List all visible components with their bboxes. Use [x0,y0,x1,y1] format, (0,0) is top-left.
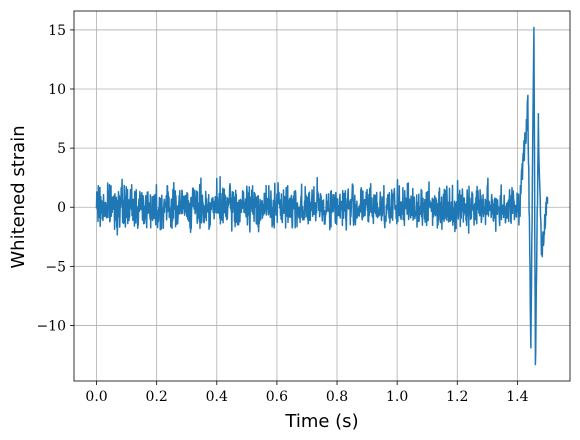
y-tick-label: 10 [48,82,66,98]
y-tick-label: 5 [57,141,66,157]
x-tick-label: 0.4 [206,389,228,405]
series-layer [95,26,549,366]
y-axis-label: Whitened strain [8,125,29,268]
y-tick-label: 0 [57,200,66,216]
x-tick-label: 0.6 [266,389,288,405]
x-tick-label: 0.8 [326,389,348,405]
strain-series-line [95,26,549,366]
x-tick-label: 1.4 [506,389,528,405]
plot-frame [73,10,571,382]
y-tick-label: −5 [45,259,66,275]
x-tick-label: 0.2 [146,389,168,405]
x-tick-label: 1.0 [386,389,408,405]
x-tick-label: 0.0 [85,389,107,405]
y-tick-label: −10 [36,318,66,334]
ticks: 0.0 0.2 0.4 0.6 0.8 1.0 1.2 1.4 −10 −5 0 5 10 15 [36,23,528,405]
x-tick-label: 1.2 [446,389,468,405]
y-tick-label: 15 [48,23,66,39]
x-axis-label: Time (s) [284,411,358,432]
